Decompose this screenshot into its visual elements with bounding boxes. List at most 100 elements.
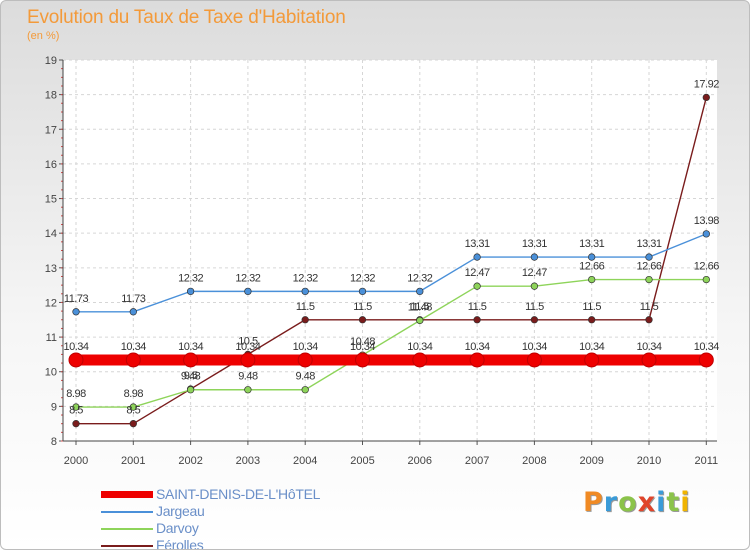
data-point-2 (588, 275, 596, 284)
data-label: 10.34 (579, 341, 604, 353)
data-label: 10.34 (465, 341, 490, 353)
data-label: 11.73 (64, 293, 89, 305)
data-label: 13.31 (579, 238, 604, 250)
data-point-1 (645, 253, 653, 261)
legend-label-jargeau: Jargeau (156, 503, 205, 519)
logo-letter: t (666, 487, 681, 518)
y-tick-label: 16 (45, 159, 57, 171)
data-point-2 (186, 386, 195, 394)
x-tick-label: 2003 (236, 455, 260, 467)
data-point-1 (473, 253, 481, 261)
logo-letter: x (637, 487, 657, 518)
y-tick-label: 13 (45, 263, 57, 275)
logo-letter: i (656, 487, 667, 518)
data-point-0 (125, 352, 141, 368)
data-point-2 (702, 275, 710, 284)
y-tick-label: 9 (51, 401, 57, 413)
data-label: 13.31 (522, 238, 547, 250)
data-label: 12.66 (636, 261, 661, 273)
data-point-0 (526, 352, 542, 368)
data-point-3 (473, 316, 481, 324)
data-point-3 (129, 420, 137, 428)
data-point-0 (240, 352, 256, 368)
y-tick-label: 19 (45, 55, 57, 67)
data-point-0 (297, 352, 313, 368)
legend-label-saint-denis: SAINT-DENIS-DE-L'HôTEL (156, 486, 321, 502)
data-label: 8.98 (66, 388, 86, 400)
logo-letter: i (680, 487, 691, 518)
series-line-3 (76, 97, 707, 425)
y-tick-label: 14 (45, 228, 57, 240)
data-label: 13.31 (636, 238, 661, 250)
data-point-2 (301, 386, 309, 394)
series-line-2 (76, 278, 707, 408)
data-point-2 (72, 403, 80, 411)
data-label: 9.48 (295, 371, 315, 383)
chart-subtitle: (en %) (27, 30, 60, 42)
data-label: 11.5 (525, 301, 544, 313)
data-point-2 (473, 282, 481, 290)
data-label: 12.66 (694, 261, 719, 273)
data-point-1 (358, 287, 367, 296)
data-point-1 (301, 287, 309, 296)
y-tick-label: 10 (45, 367, 57, 379)
data-label: 8.5 (69, 405, 83, 417)
y-tick-label: 11 (46, 332, 57, 344)
data-label: 12.32 (235, 272, 260, 284)
data-label: 10.34 (522, 341, 547, 353)
data-point-0 (641, 352, 657, 368)
data-point-2 (416, 316, 424, 325)
data-point-1 (244, 287, 252, 296)
data-label: 10.34 (636, 341, 661, 353)
data-point-3 (358, 316, 367, 324)
x-tick-label: 2005 (350, 455, 374, 467)
x-tick-label: 2007 (465, 455, 489, 467)
legend-label-darvoy: Darvoy (156, 520, 199, 536)
data-label: 11.48 (408, 301, 433, 313)
x-tick-label: 2006 (408, 455, 432, 467)
logo-letter: r (603, 487, 619, 518)
data-label: 17.92 (694, 78, 719, 90)
data-point-0 (469, 352, 485, 368)
data-label: 10.48 (350, 336, 375, 348)
data-label: 12.32 (407, 272, 432, 284)
data-point-3 (588, 316, 596, 324)
data-label: 10.34 (293, 341, 318, 353)
data-point-1 (129, 308, 137, 316)
y-tick-label: 15 (45, 194, 57, 206)
data-label: 11.5 (582, 301, 601, 313)
data-point-1 (72, 308, 80, 316)
data-label: 11.5 (640, 301, 659, 313)
legend-swatch-jargeau (101, 511, 153, 513)
proxiti-logo: Proxiti (583, 487, 691, 518)
legend-swatch-ferolles (101, 545, 153, 547)
data-point-0 (584, 352, 600, 368)
y-tick-label: 18 (45, 90, 57, 102)
data-point-1 (702, 230, 710, 238)
logo-letter: P (583, 487, 604, 518)
data-label: 10.34 (350, 341, 375, 353)
data-label: 10.34 (63, 341, 88, 353)
data-point-0 (68, 352, 84, 368)
data-point-1 (588, 253, 596, 261)
y-tick-label: 8 (51, 436, 57, 448)
data-label: 12.32 (178, 272, 203, 284)
data-point-0 (355, 352, 370, 368)
data-label: 9.5 (184, 370, 198, 382)
data-label: 11.5 (296, 301, 315, 313)
data-point-2 (530, 282, 539, 290)
data-point-3 (301, 316, 309, 324)
x-tick-label: 2009 (579, 455, 603, 467)
data-point-3 (645, 316, 653, 324)
x-tick-label: 2008 (522, 455, 546, 467)
x-tick-label: 2011 (694, 455, 718, 467)
data-label: 12.47 (465, 267, 490, 279)
y-tick-label: 17 (45, 124, 57, 136)
legend-swatch-darvoy (101, 528, 153, 530)
data-point-1 (530, 253, 539, 261)
data-label: 12.32 (293, 272, 318, 284)
data-point-3 (530, 316, 539, 324)
y-tick-label: 12 (45, 297, 57, 309)
